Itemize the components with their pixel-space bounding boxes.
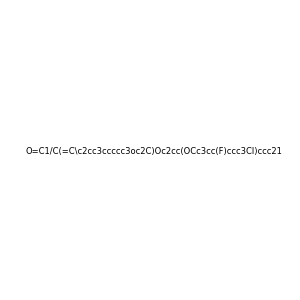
Text: O=C1/C(=C\c2cc3ccccc3oc2C)Oc2cc(OCc3cc(F)ccc3Cl)ccc21: O=C1/C(=C\c2cc3ccccc3oc2C)Oc2cc(OCc3cc(F… — [25, 147, 282, 156]
